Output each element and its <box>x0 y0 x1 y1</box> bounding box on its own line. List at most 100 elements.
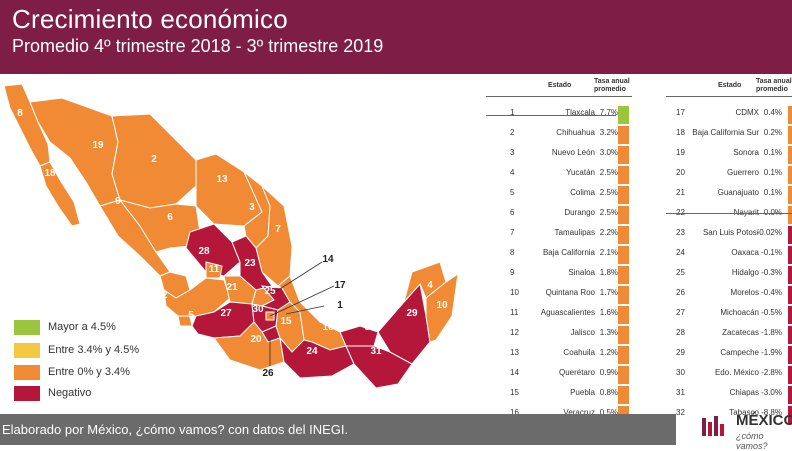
row-rate-value: -8.8% <box>761 408 782 417</box>
row-state-name: Baja California <box>542 248 595 257</box>
legend-item-yellow: Entre 3.4% y 4.5% <box>14 343 194 359</box>
table-row: 29 Campeche -1.9% <box>650 344 792 362</box>
row-rank: 4 <box>510 168 515 177</box>
category-bar-orange <box>618 286 629 304</box>
row-rank: 17 <box>676 108 685 117</box>
legend-label: Mayor a 4.5% <box>48 321 116 333</box>
row-rate-value: 1.7% <box>599 288 618 297</box>
row-rank: 29 <box>676 348 685 357</box>
row-rank: 2 <box>510 128 515 137</box>
category-bar-orange <box>788 146 792 164</box>
row-state-name: Veracruz <box>563 408 595 417</box>
row-state-name: Campeche <box>720 348 759 357</box>
category-bar-orange <box>618 386 629 404</box>
category-bar-orange <box>618 226 629 244</box>
row-state-name: Nayarit <box>734 208 759 217</box>
row-rate-value: -0.1% <box>761 248 782 257</box>
legend-swatch-red <box>14 386 40 401</box>
column-header-estado: Estado <box>718 82 742 89</box>
row-rank: 32 <box>676 408 685 417</box>
row-rank: 11 <box>510 308 519 317</box>
row-rank: 13 <box>510 348 519 357</box>
table-row: 13 Coahuila 1.2% <box>486 344 632 362</box>
row-state-name: Chihuahua <box>556 128 595 137</box>
row-rate-value: -0.4% <box>761 288 782 297</box>
row-state-name: Tlaxcala <box>565 108 595 117</box>
row-rank: 5 <box>510 188 515 197</box>
row-rate-value: -0.3% <box>761 268 782 277</box>
row-rank: 9 <box>510 268 515 277</box>
table-row: 26 Morelos -0.4% <box>650 284 792 302</box>
map-state-label: 13 <box>216 174 228 185</box>
map-state-label: 10 <box>436 300 448 311</box>
map-state-label: 18 <box>44 168 56 179</box>
category-bar-orange <box>788 166 792 184</box>
table-row: 2 Chihuahua 3.2% <box>486 124 632 142</box>
row-rate-value: 3.0% <box>599 148 618 157</box>
category-bar-red <box>788 306 792 324</box>
table-row: 8 Baja California 2.1% <box>486 244 632 262</box>
map-quintana-roo <box>425 272 459 343</box>
row-rate-value: 2.1% <box>599 248 618 257</box>
map-state-label: 24 <box>306 346 318 357</box>
page-subtitle: Promedio 4º trimestre 2018 - 3º trimestr… <box>12 36 384 56</box>
table-row: 21 Guanajuato 0.1% <box>650 184 792 202</box>
category-bar-orange <box>618 246 629 264</box>
row-rank: 31 <box>676 388 685 397</box>
group-divider <box>486 115 616 116</box>
header-divider <box>486 96 632 97</box>
table-row: 4 Yucatán 2.5% <box>486 164 632 182</box>
table-row: 5 Colima 2.5% <box>486 184 632 202</box>
row-rate-value: -3.0% <box>761 388 782 397</box>
row-rank: 8 <box>510 248 515 257</box>
table-row: 9 Sinaloa 1.8% <box>486 264 632 282</box>
column-header-tasa: Tasa anual promedio <box>594 78 630 94</box>
page-title: Crecimiento económico <box>12 4 288 34</box>
table-row: 1 Tlaxcala 7.7% <box>486 104 632 122</box>
map-state-label: 31 <box>370 346 382 357</box>
legend-item-orange: Entre 0% y 3.4% <box>14 365 194 381</box>
map-oaxaca <box>279 336 355 379</box>
table-row: 14 Querétaro 0.9% <box>486 364 632 382</box>
row-state-name: Sinaloa <box>568 268 595 277</box>
category-bar-red <box>788 246 792 264</box>
legend-item-red: Negativo <box>14 386 194 402</box>
table-row: 28 Zacatecas -1.8% <box>650 324 792 342</box>
category-bar-orange <box>788 126 792 144</box>
row-rank: 25 <box>676 268 685 277</box>
map-state-label: 4 <box>427 280 433 291</box>
row-state-name: Tabasco <box>729 408 759 417</box>
column-header-estado: Estado <box>548 82 572 89</box>
row-rate-value: 0.1% <box>763 188 782 197</box>
category-bar-orange <box>618 366 629 384</box>
row-rate-value: 1.2% <box>599 348 618 357</box>
table-row: 17 CDMX 0.4% <box>650 104 792 122</box>
legend-label: Entre 3.4% y 4.5% <box>48 344 140 356</box>
row-rate-value: 0.9% <box>599 368 618 377</box>
leader-line-1 <box>285 305 325 315</box>
row-rate-value: -1.9% <box>761 348 782 357</box>
map-state-label: 2 <box>151 154 157 165</box>
table-row: 3 Nuevo León 3.0% <box>486 144 632 162</box>
row-rank: 28 <box>676 328 685 337</box>
table-row: 30 Edo. México -2.8% <box>650 364 792 382</box>
row-rank: 22 <box>676 208 685 217</box>
column-header-tasa-line1: Tasa anual <box>594 78 630 85</box>
table-row: 15 Puebla 0.8% <box>486 384 632 402</box>
row-rank: 3 <box>510 148 515 157</box>
row-state-name: Baja California Sur <box>692 128 759 137</box>
table-row: 6 Durango 2.5% <box>486 204 632 222</box>
table-row: 22 Nayarit 0.0% <box>650 204 792 222</box>
row-rank: 7 <box>510 228 515 237</box>
map-state-label: 21 <box>226 282 238 293</box>
row-state-name: Puebla <box>570 388 595 397</box>
row-rate-value: 0.1% <box>763 168 782 177</box>
row-rate-value: 2.5% <box>599 168 618 177</box>
row-state-name: Tamaulipas <box>554 228 595 237</box>
column-header-tasa: Tasa anual promedio <box>756 78 792 94</box>
table-row: 24 Oaxaca -0.1% <box>650 244 792 262</box>
row-rate-value: 2.5% <box>599 208 618 217</box>
row-rank: 24 <box>676 248 685 257</box>
map-state-label: 30 <box>252 304 264 315</box>
map-state-label: 25 <box>264 286 276 297</box>
